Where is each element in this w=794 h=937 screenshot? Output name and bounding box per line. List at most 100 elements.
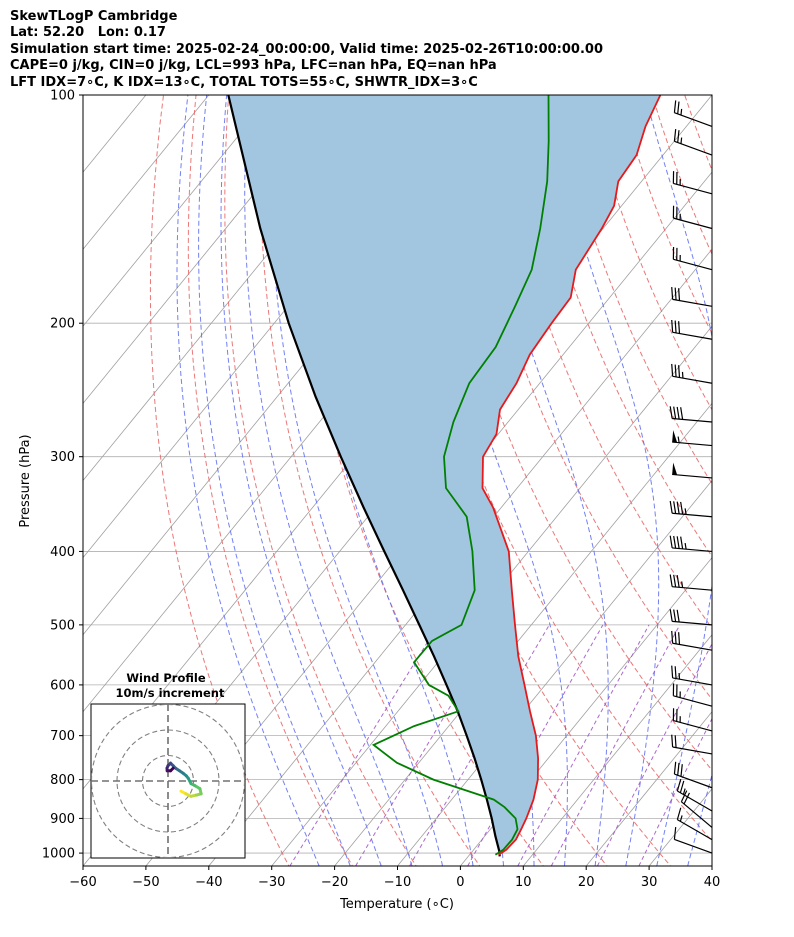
wind-barb [671,286,713,307]
moist-adiabat-line [244,95,413,866]
x-tick-label: −10 [384,875,411,890]
y-tick-label: 300 [50,450,75,465]
x-axis-label: Temperature (∘C) [339,897,454,912]
wind-barb [669,535,713,553]
y-tick-label: 500 [50,618,75,633]
hodograph-subtitle: 10m/s increment [116,686,225,700]
isotherm-line [271,325,712,866]
y-tick-label: 100 [50,89,75,104]
x-tick-label: 0 [456,875,464,890]
wind-barb [680,790,713,828]
wind-barb [676,807,713,841]
moist-adiabat-line [545,95,660,866]
header-line-indices-2: LFT IDX=7∘C, K IDX=13∘C, TOTAL TOTS=55∘C… [10,74,478,90]
y-tick-label: 400 [50,545,75,560]
x-tick-label: 20 [578,875,595,890]
y-tick-label: 1000 [42,847,75,862]
y-tick-label: 800 [50,773,75,788]
hodograph [90,703,246,859]
dry-adiabat-line [259,95,481,866]
moist-adiabat-line [471,95,609,866]
header-line-times: Simulation start time: 2025-02-24_00:00:… [10,41,603,57]
header-line-location: Lat: 52.20 Lon: 0.17 [10,25,166,41]
wind-barb [672,708,713,732]
wind-barb [673,827,713,854]
x-tick-label: −40 [195,875,222,890]
isotherm-line [711,865,712,866]
moist-adiabat-line [719,95,794,866]
x-tick-label: 40 [704,875,721,890]
wind-barb [673,100,713,127]
wind-barb [673,128,713,156]
wind-barb [669,406,713,423]
isotherm-line [83,95,273,327]
isotherm-line [585,711,712,866]
y-tick-label: 600 [50,678,75,693]
dry-adiabat-line [717,95,794,869]
mixing-ratio-line [289,624,439,866]
dry-adiabat-line [488,95,712,629]
y-axis-label: Pressure (hPa) [18,434,33,527]
moist-adiabat-line [644,95,712,866]
isotherm-line [208,248,712,866]
dry-adiabat-line [586,95,712,411]
x-tick-label: −60 [69,875,96,890]
wind-barb [676,778,713,812]
wind-barb [672,430,713,447]
wind-barb [671,734,713,755]
moist-adiabat-line [220,95,382,866]
dry-adiabat-line [783,95,794,869]
hodograph-ring [91,704,245,858]
moist-adiabat-line [176,95,320,866]
header-line-indices-1: CAPE=0 j/kg, CIN=0 j/kg, LCL=993 hPa, LF… [10,58,497,74]
wind-barb [669,609,713,626]
x-tick-label: 30 [641,875,658,890]
wind-barbs [669,100,713,854]
wind-barb [671,665,713,686]
x-tick-label: 10 [515,875,532,890]
isotherm-line [334,402,712,866]
x-tick-label: −30 [258,875,285,890]
mixing-ratio-line [550,624,681,866]
dry-adiabat-line [456,95,712,701]
wind-barb [669,500,713,518]
axes: −60 −50 −40 −30 −20 −10 0 10 20 30 40 100 200 300 400 5… [42,89,720,891]
header-line-title: SkewTLogP Cambridge [10,9,178,24]
temperature-profile-line [481,95,662,856]
isotherm-line [775,95,794,866]
profile-lines [227,95,662,857]
y-tick-label: 200 [50,317,75,332]
wind-barb [672,462,713,479]
moist-adiabat-line [269,95,444,866]
x-tick-label: −50 [132,875,159,890]
moist-adiabat-line [198,95,351,866]
background-lines [83,95,794,869]
isotherm-line [460,556,712,866]
isotherm-line [83,95,84,96]
y-tick-label: 900 [50,812,75,827]
wind-barb [671,319,713,340]
dry-adiabat-line [750,95,794,869]
hodograph-segment [169,766,175,773]
wind-barb [672,171,713,195]
dry-adiabat-line [187,95,354,866]
isotherm-line [522,634,712,866]
wind-barb [672,205,713,230]
wind-barb [673,761,713,789]
parcel-profile-line [227,95,501,857]
dry-adiabat-line [521,95,712,558]
isotherm-line [83,95,210,250]
wind-barb [672,246,713,271]
dry-adiabat-line [149,95,290,866]
dry-adiabat-line [224,95,417,866]
isotherm-line [83,95,335,405]
dewpoint-profile-line [371,95,550,856]
wind-barb [669,574,713,591]
wind-barb [672,683,713,707]
y-tick-label: 700 [50,729,75,744]
chart-header: SkewTLogP Cambridge Lat: 52.20 Lon: 0.17 S… [10,9,603,91]
mixing-ratio-line [409,624,550,866]
hodograph-title: Wind Profile [126,671,206,685]
wind-barb [671,363,713,384]
